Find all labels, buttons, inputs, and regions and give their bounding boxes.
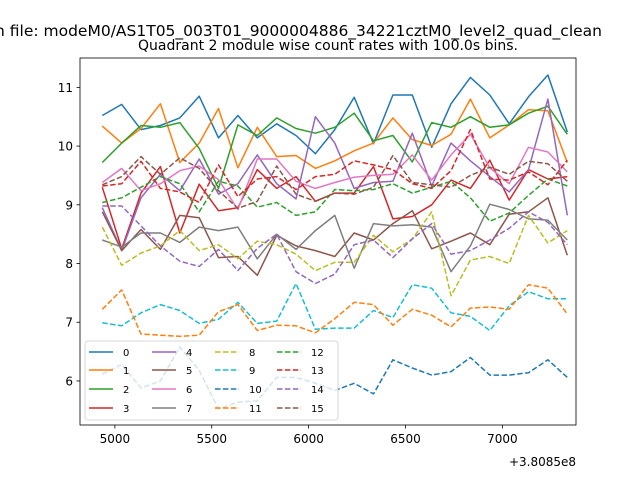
legend-label-13: 13 [311, 366, 324, 377]
y-tick-label: 6 [65, 374, 73, 388]
plot-area [79, 57, 577, 426]
series-line-4 [101, 98, 569, 252]
x-tick-label: 6500 [390, 432, 421, 446]
legend-label-12: 12 [311, 348, 324, 359]
y-tick-label: 10 [58, 140, 73, 154]
series-line-1 [101, 98, 569, 170]
legend-label-0: 0 [123, 348, 129, 359]
series-line-13 [102, 128, 568, 204]
series-line-15 [102, 154, 568, 210]
legend-frame [84, 340, 339, 421]
legend-label-9: 9 [249, 366, 255, 377]
x-tick-label: 7000 [487, 432, 518, 446]
legend-label-14: 14 [311, 385, 324, 396]
legend-label-10: 10 [249, 385, 262, 396]
plot-frame [79, 57, 577, 426]
figure-suptitle: n file: modeM0/AS1T05_003T01_9000004886_… [0, 22, 602, 41]
legend-label-6: 6 [186, 385, 192, 396]
legend-label-3: 3 [123, 404, 129, 415]
chart-title: Quadrant 2 module wise count rates with … [138, 38, 518, 54]
x-axis: 5000 5500 6000 6500 7000 [100, 425, 518, 446]
y-tick-label: 8 [65, 257, 73, 271]
series-line-2 [101, 105, 568, 190]
x-offset-label: +3.8085e8 [509, 455, 576, 469]
y-tick-label: 11 [58, 81, 73, 95]
x-tick-label: 6000 [293, 432, 324, 446]
series-line-0 [101, 74, 569, 155]
legend-label-8: 8 [249, 348, 255, 359]
series-line-5 [101, 197, 569, 277]
legend-label-15: 15 [311, 404, 324, 415]
legend-label-4: 4 [186, 348, 192, 359]
series-line-14 [102, 205, 568, 285]
x-tick-label: 5000 [100, 432, 131, 446]
series-line-7 [102, 203, 568, 273]
series-layer [101, 74, 569, 410]
series-line-12 [102, 175, 568, 222]
y-tick-label: 9 [65, 198, 73, 212]
series-line-8 [101, 211, 568, 297]
y-axis: 6 7 8 9 10 11 [58, 81, 80, 388]
legend-label-5: 5 [186, 366, 192, 377]
series-line-11 [101, 283, 568, 338]
legend-label-2: 2 [123, 385, 129, 396]
y-tick-label: 7 [65, 316, 73, 330]
legend-label-11: 11 [249, 404, 262, 415]
x-tick-label: 5500 [196, 432, 227, 446]
legend-label-7: 7 [186, 404, 192, 415]
legend-label-1: 1 [123, 366, 129, 377]
series-line-9 [102, 282, 568, 332]
series-line-3 [101, 159, 568, 250]
